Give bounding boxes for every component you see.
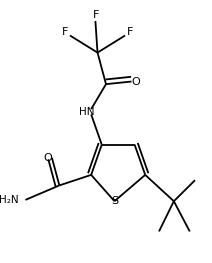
Text: S: S: [111, 196, 118, 206]
Text: F: F: [127, 27, 134, 37]
Text: O: O: [43, 153, 52, 163]
Text: F: F: [93, 10, 100, 20]
Text: O: O: [132, 77, 141, 87]
Text: H₂N: H₂N: [0, 195, 19, 205]
Text: F: F: [61, 27, 68, 37]
Text: HN: HN: [79, 107, 95, 117]
